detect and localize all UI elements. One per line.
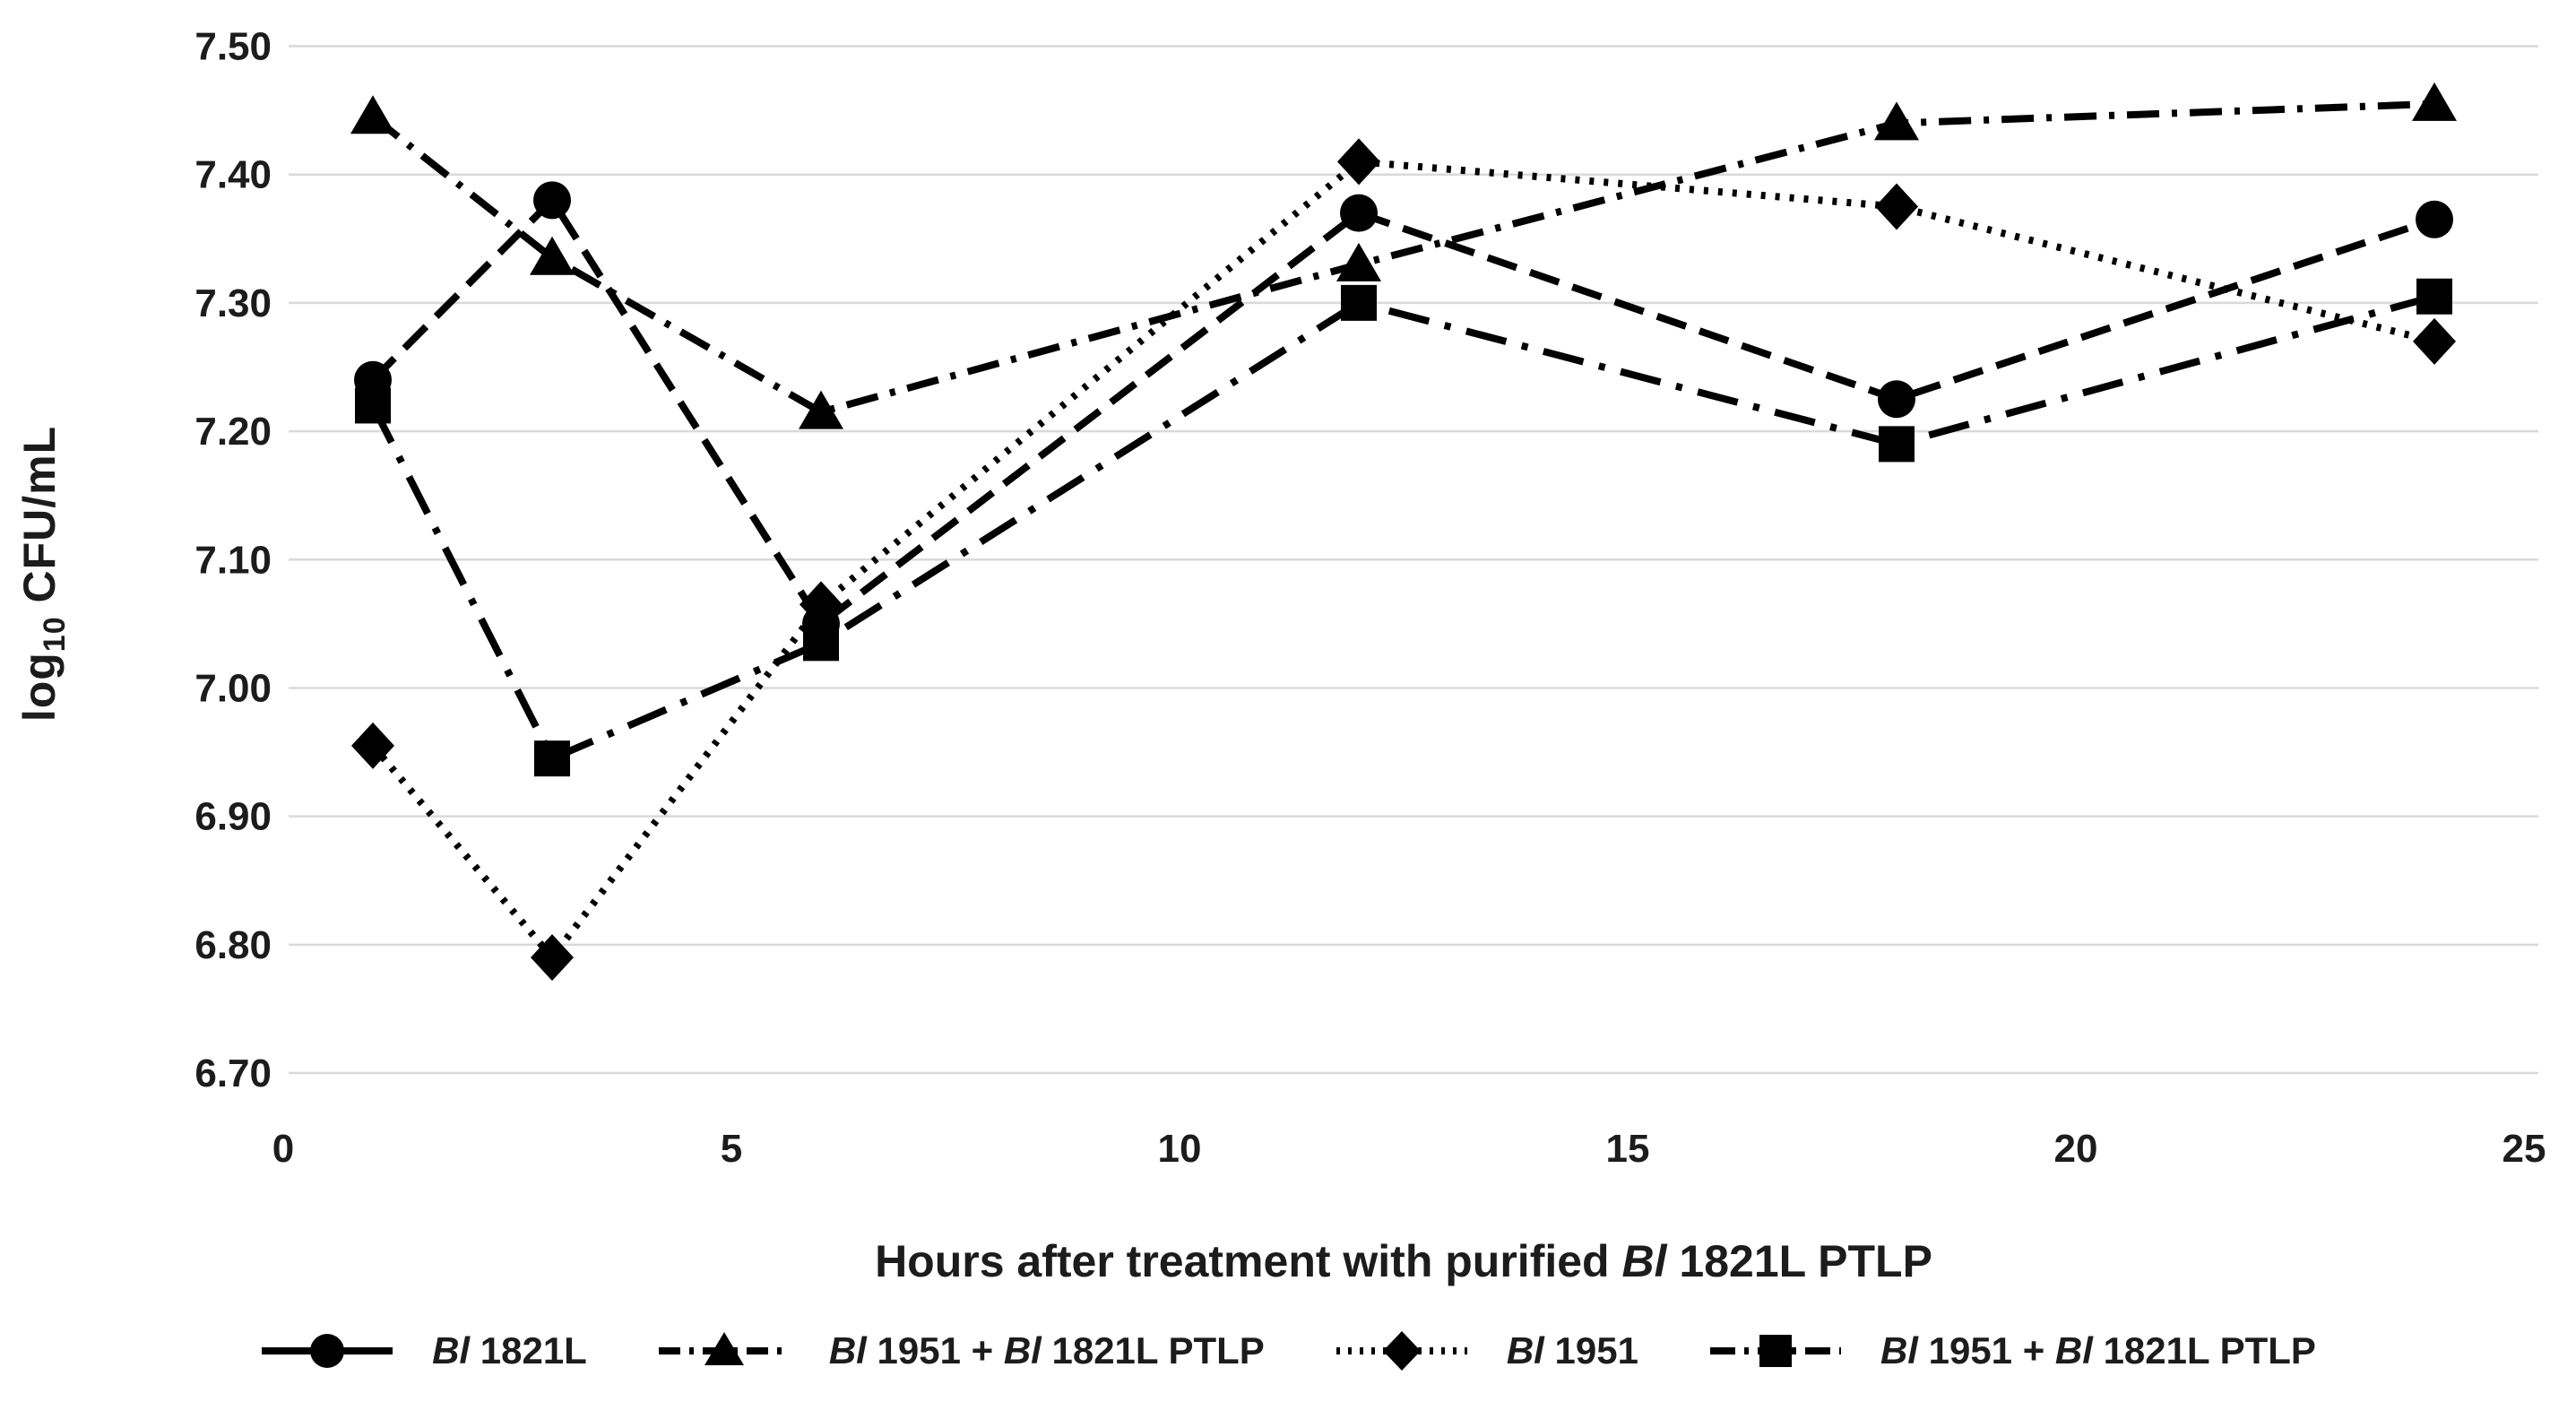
diamond-marker-icon xyxy=(1382,1331,1421,1371)
legend-swatch-diamond-icon xyxy=(1336,1331,1467,1371)
y-tick-label: 7.10 xyxy=(194,538,272,582)
legend-swatch-square-icon xyxy=(1709,1335,1841,1367)
series-marker-triangle xyxy=(1874,101,1919,141)
legend: Bl 1821L Bl 1951 + Bl 1821L PTLP Bl 1951 Bl… xyxy=(0,1311,2576,1391)
y-tick-label: 7.00 xyxy=(194,666,272,710)
legend-swatch-triangle-icon xyxy=(658,1332,790,1365)
series-line-triangle xyxy=(370,100,2435,416)
series-marker-square xyxy=(1341,284,1377,321)
x-tick-label: 20 xyxy=(2054,1127,2098,1171)
series-marker-triangle xyxy=(799,390,843,429)
series-marker-square xyxy=(1879,426,1915,463)
text-segment: Bl xyxy=(1880,1329,1918,1372)
series-marker-diamond xyxy=(351,722,394,769)
text-segment: Bl xyxy=(2054,1329,2093,1372)
text-segment: 1951 + xyxy=(866,1329,1004,1372)
y-tick-label: 7.50 xyxy=(194,25,272,69)
series-marker-diamond xyxy=(1875,183,1918,230)
legend-label: Bl 1951 + Bl 1821L PTLP xyxy=(829,1329,1265,1372)
text-segment: 1821L PTLP xyxy=(2092,1329,2316,1372)
series-marker-circle xyxy=(2416,200,2453,238)
series-marker-circle xyxy=(1878,380,1915,419)
series-marker-circle xyxy=(1340,194,1378,232)
series-marker-triangle xyxy=(1336,242,1381,281)
text-segment: 1821L PTLP xyxy=(1666,1236,1932,1286)
series-marker-diamond xyxy=(1337,138,1380,186)
y-tick-label: 6.70 xyxy=(194,1052,272,1095)
text-segment: 1821L PTLP xyxy=(1041,1329,1265,1372)
x-tick-label: 10 xyxy=(1158,1127,1202,1171)
y-axis-title: log10 CFU/mL xyxy=(13,426,73,722)
y-axis-title-part: log xyxy=(14,652,65,723)
square-marker-icon xyxy=(1759,1335,1792,1367)
legend-label: Bl 1951 xyxy=(1507,1329,1638,1372)
series-marker-diamond xyxy=(531,934,574,982)
x-tick-label: 15 xyxy=(1606,1127,1650,1171)
series-marker-square xyxy=(803,625,839,662)
series-marker-triangle xyxy=(530,236,575,275)
circle-marker-icon xyxy=(310,1334,345,1368)
series-line-circle xyxy=(370,194,2436,629)
legend-item: Bl 1821L xyxy=(260,1326,587,1376)
y-tick-label: 6.80 xyxy=(194,923,272,967)
y-tick-label: 7.20 xyxy=(194,410,272,454)
y-axis-title-part: CFU/mL xyxy=(14,425,65,617)
series-marker-diamond xyxy=(2413,317,2456,365)
text-segment: Bl xyxy=(828,1329,867,1372)
y-axis-title-part: 10 xyxy=(38,616,72,653)
legend-swatch-circle-icon xyxy=(262,1334,393,1368)
triangle-marker-icon xyxy=(704,1332,744,1365)
text-segment: Bl xyxy=(1003,1329,1042,1372)
text-segment: Bl xyxy=(432,1329,471,1372)
text-segment: 1821L xyxy=(470,1329,587,1372)
x-tick-label: 5 xyxy=(721,1127,742,1171)
series-marker-square xyxy=(2416,278,2452,315)
series-marker-triangle xyxy=(350,95,395,134)
text-segment: Hours after treatment with purified xyxy=(875,1236,1622,1286)
y-tick-label: 6.90 xyxy=(194,795,272,839)
series-marker-triangle xyxy=(2412,82,2457,121)
legend-item: Bl 1951 + Bl 1821L PTLP xyxy=(657,1326,1265,1376)
text-segment: Bl xyxy=(1506,1329,1544,1372)
y-tick-label: 7.40 xyxy=(194,153,272,197)
legend-label: Bl 1951 + Bl 1821L PTLP xyxy=(1880,1329,2316,1372)
y-tick-label: 7.30 xyxy=(194,281,272,325)
x-axis-title: Hours after treatment with purified Bl 1… xyxy=(875,1235,1932,1287)
text-segment: 1951 + xyxy=(1917,1329,2055,1372)
text-segment: 1951 xyxy=(1543,1329,1638,1372)
x-tick-label: 25 xyxy=(2503,1127,2546,1171)
text-segment: Bl xyxy=(1621,1236,1667,1286)
series-line-square xyxy=(369,292,2436,764)
series-marker-circle xyxy=(533,181,571,220)
series-line-diamond xyxy=(369,158,2435,964)
series-marker-diamond xyxy=(800,581,843,628)
x-tick-label: 0 xyxy=(272,1127,294,1171)
series-marker-square xyxy=(355,387,391,424)
legend-item: Bl 1951 xyxy=(1335,1326,1638,1376)
legend-label: Bl 1821L xyxy=(432,1329,587,1372)
legend-item: Bl 1951 + Bl 1821L PTLP xyxy=(1708,1326,2316,1376)
series-marker-square xyxy=(534,740,570,777)
